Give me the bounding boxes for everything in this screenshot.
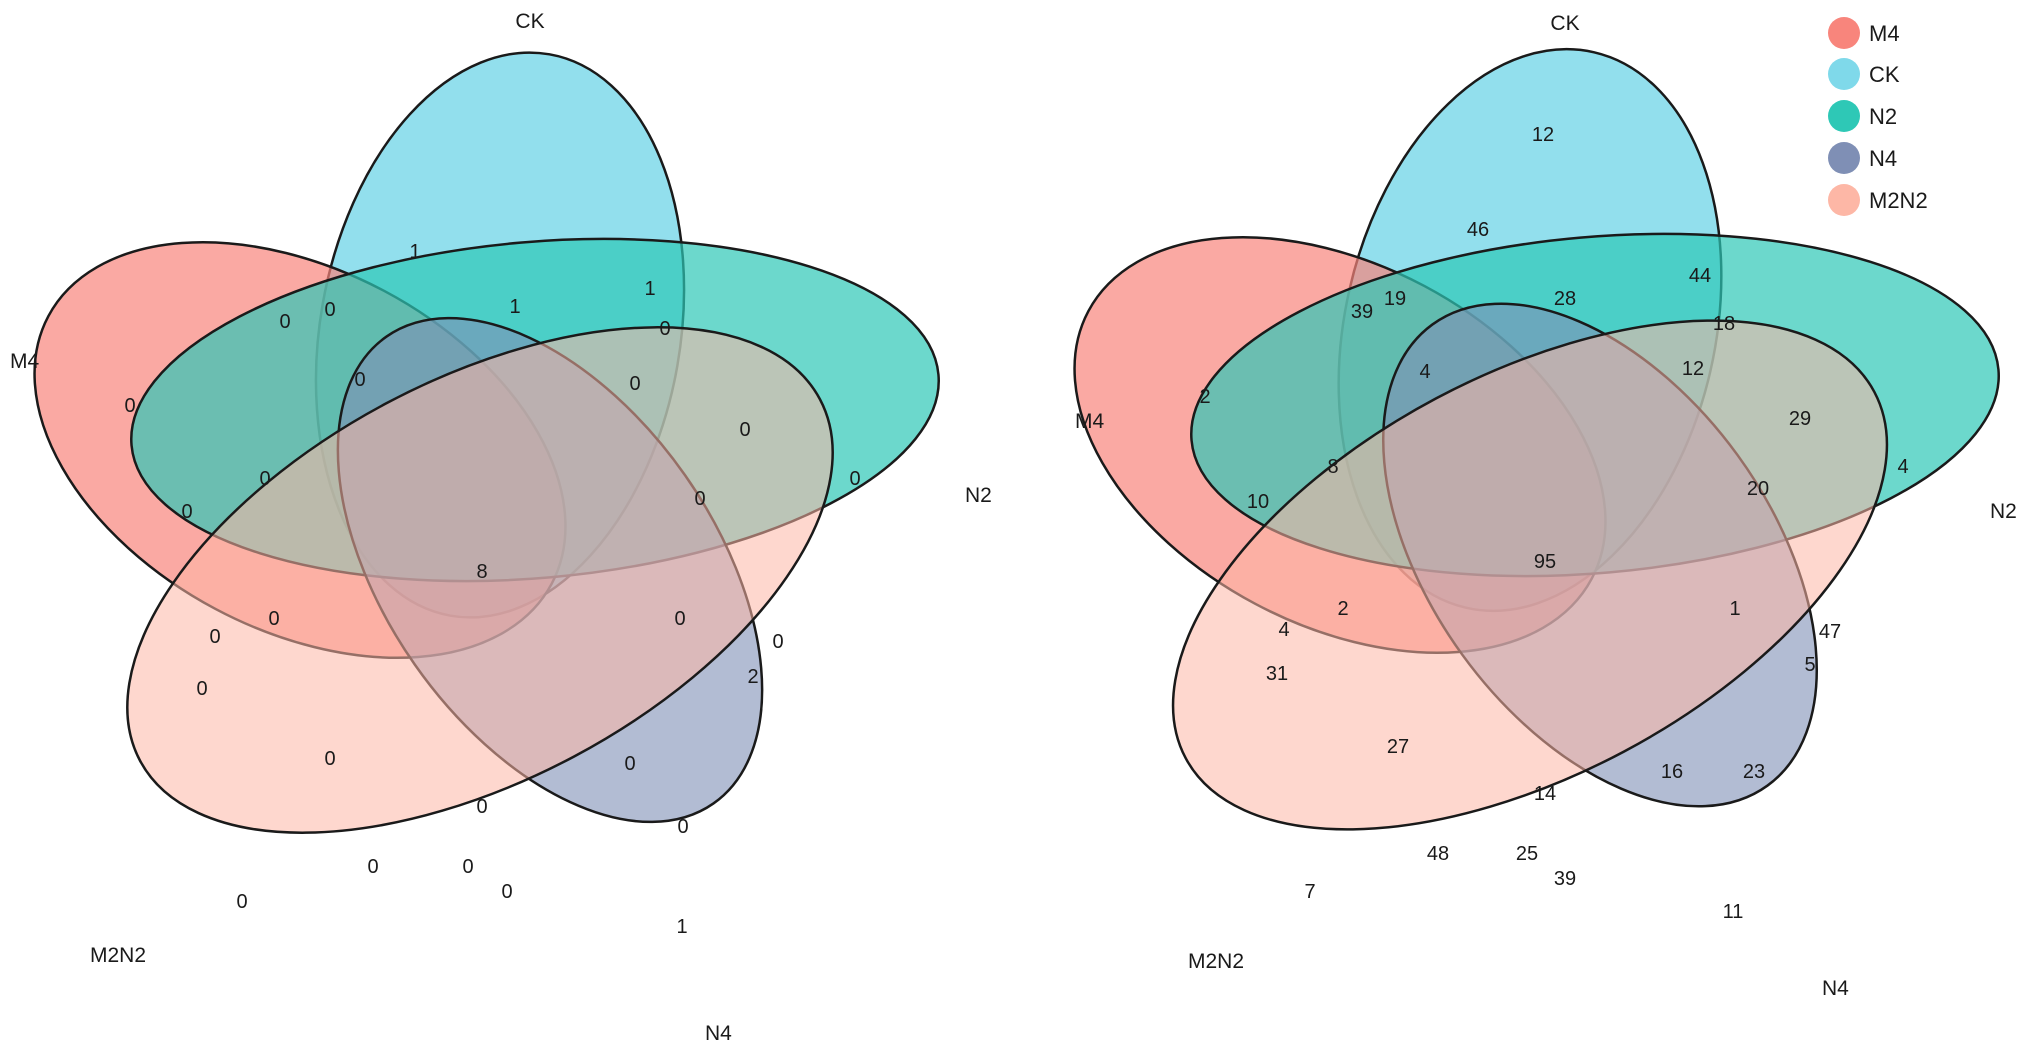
region-count: 2 <box>1337 598 1348 620</box>
legend-item: CK <box>1828 58 1900 90</box>
region-count: 0 <box>181 501 192 523</box>
legend-item: M2N2 <box>1828 184 1928 216</box>
set-label-ck: CK <box>1550 12 1579 35</box>
region-count: 20 <box>1747 478 1769 500</box>
region-count: 0 <box>624 753 635 775</box>
region-count: 0 <box>236 891 247 913</box>
set-label-m2n2: M2N2 <box>1188 950 1244 973</box>
legend-swatch <box>1828 58 1860 90</box>
region-count: 1 <box>1729 598 1740 620</box>
region-count: 0 <box>259 468 270 490</box>
set-label-n4: N4 <box>1822 977 1849 1000</box>
region-count: 0 <box>501 881 512 903</box>
region-count: 0 <box>629 373 640 395</box>
region-count: 39 <box>1351 301 1373 323</box>
legend-label: M2N2 <box>1869 188 1928 213</box>
region-count: 28 <box>1554 288 1576 310</box>
region-count: 27 <box>1387 736 1409 758</box>
region-count: 46 <box>1467 219 1489 241</box>
region-count: 0 <box>674 608 685 630</box>
legend-swatch <box>1828 17 1860 49</box>
legend-label: N2 <box>1869 104 1897 129</box>
region-count: 48 <box>1427 843 1449 865</box>
legend: M4 CK N2 N4 M2N2 <box>1828 17 1928 216</box>
legend-item: N4 <box>1828 142 1897 174</box>
region-count: 12 <box>1682 358 1704 380</box>
region-count: 0 <box>659 318 670 340</box>
region-count: 0 <box>677 816 688 838</box>
region-count: 5 <box>1804 654 1815 676</box>
venn-left: CK M4 N2 M2N2 N4 1 0 0 1 1 0 0 0 0 0 0 0… <box>10 10 992 1045</box>
region-count: 1 <box>644 278 655 300</box>
region-count: 4 <box>1278 619 1289 641</box>
set-label-n2: N2 <box>965 484 992 507</box>
region-count: 19 <box>1384 288 1406 310</box>
region-count: 0 <box>772 631 783 653</box>
region-count: 0 <box>124 395 135 417</box>
legend-item: N2 <box>1828 100 1897 132</box>
legend-label: N4 <box>1869 146 1897 171</box>
region-count: 0 <box>462 856 473 878</box>
region-count: 0 <box>279 311 290 333</box>
set-label-m4: M4 <box>1075 410 1104 433</box>
region-count: 8 <box>1327 456 1338 478</box>
region-count: 0 <box>196 678 207 700</box>
region-count: 14 <box>1534 783 1556 805</box>
region-count: 47 <box>1819 621 1841 643</box>
region-count: 29 <box>1789 408 1811 430</box>
legend-label: M4 <box>1869 21 1900 46</box>
region-count: 0 <box>268 608 279 630</box>
region-count: 39 <box>1554 868 1576 890</box>
set-label-n4: N4 <box>705 1022 732 1045</box>
region-count: 12 <box>1532 124 1554 146</box>
region-count: 2 <box>747 666 758 688</box>
region-count: 4 <box>1897 456 1908 478</box>
region-count: 1 <box>676 916 687 938</box>
legend-item: M4 <box>1828 17 1900 49</box>
region-count: 0 <box>849 468 860 490</box>
region-count: 95 <box>1534 551 1556 573</box>
region-count: 8 <box>476 561 487 583</box>
legend-swatch <box>1828 100 1860 132</box>
region-count: 18 <box>1713 313 1735 335</box>
set-label-m4: M4 <box>10 350 39 373</box>
region-count: 10 <box>1247 491 1269 513</box>
region-count: 0 <box>324 299 335 321</box>
set-label-n2: N2 <box>1990 500 2017 523</box>
legend-label: CK <box>1869 62 1900 87</box>
region-count: 0 <box>209 626 220 648</box>
ellipse-m2n2 <box>126 326 834 834</box>
region-count: 2 <box>1199 386 1210 408</box>
legend-swatch <box>1828 142 1860 174</box>
set-label-m2n2: M2N2 <box>90 944 146 967</box>
set-label-ck: CK <box>515 10 544 33</box>
region-count: 16 <box>1661 761 1683 783</box>
region-count: 31 <box>1266 663 1288 685</box>
region-count: 0 <box>367 856 378 878</box>
region-count: 0 <box>324 748 335 770</box>
region-count: 44 <box>1689 265 1711 287</box>
region-count: 4 <box>1419 361 1430 383</box>
region-count: 0 <box>354 369 365 391</box>
region-count: 1 <box>409 241 420 263</box>
ellipse-m2n2 <box>1171 319 1889 831</box>
region-count: 1 <box>509 296 520 318</box>
region-count: 0 <box>739 419 750 441</box>
region-count: 0 <box>694 488 705 510</box>
region-count: 23 <box>1743 761 1765 783</box>
venn-right: CK M4 N2 M2N2 N4 12 46 39 19 28 44 18 2 … <box>1073 12 2017 1000</box>
region-count: 25 <box>1516 843 1538 865</box>
region-count: 11 <box>1723 901 1744 923</box>
legend-swatch <box>1828 184 1860 216</box>
region-count: 7 <box>1304 881 1315 903</box>
region-count: 0 <box>476 796 487 818</box>
